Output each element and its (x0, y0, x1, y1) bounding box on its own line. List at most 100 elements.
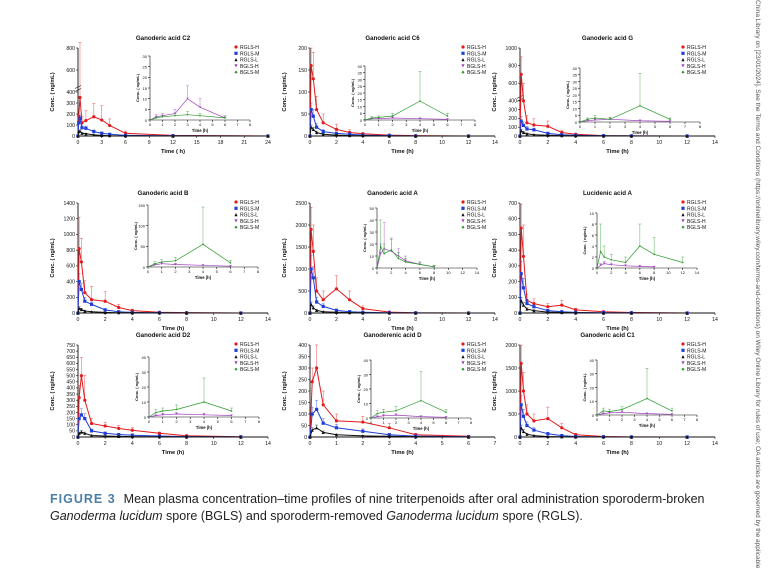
chart-panel: Lucidenic acid A0 2 4 6 8 10 12 140100200300400… (492, 190, 718, 332)
data-point (153, 262, 156, 265)
y-tick-label: 650 (66, 355, 75, 361)
legend-marker (681, 361, 685, 365)
data-point (532, 419, 536, 423)
data-point (546, 417, 550, 421)
x-axis-label: Time (h) (632, 130, 649, 135)
y-tick-label: 400 (298, 343, 307, 349)
legend-label: BGLS-H (240, 219, 259, 225)
legend-marker (461, 225, 465, 229)
data-point (601, 435, 606, 439)
data-point (229, 261, 232, 264)
legend-label: RGLS-H (687, 342, 706, 348)
data-point (321, 421, 325, 425)
y-tick-label: 6 (592, 233, 595, 238)
y-tick-label: 600 (508, 81, 517, 87)
data-point (433, 265, 436, 268)
y-tick-label: 10 (590, 399, 595, 404)
x-tick-label: 7 (236, 122, 239, 127)
data-point (83, 309, 87, 313)
data-point (308, 435, 312, 439)
x-tick-label: 6 (224, 122, 227, 127)
series-line (519, 74, 688, 137)
data-point (361, 307, 365, 311)
data-point (521, 99, 526, 103)
y-tick-label: 100 (508, 295, 517, 301)
data-point (321, 304, 325, 308)
data-point (321, 430, 325, 434)
data-point (321, 132, 325, 136)
x-tick-label: 8 (699, 124, 702, 129)
legend-label: RGLS-H (467, 342, 486, 348)
legend-label: BGLS-H (687, 219, 706, 225)
chart-panel: Ganoderic acid C10 2 4 6 8 10 12 14050010001500… (492, 332, 718, 456)
legend-label: RGLS-L (467, 58, 485, 64)
y-tick-label: 600 (66, 68, 75, 74)
data-point (309, 64, 313, 68)
series-line (519, 273, 688, 314)
data-point (309, 302, 313, 306)
x-tick-label: 2 (335, 317, 338, 323)
y-tick-label: 40 (364, 358, 369, 363)
legend-label: BGLS-M (467, 70, 486, 76)
data-point (103, 310, 107, 314)
y-axis-label: Conc. ( ng/mL) (135, 73, 140, 102)
legend-marker (461, 45, 465, 49)
y-tick-label: 20 (573, 93, 578, 98)
x-tick-label: 3 (407, 420, 410, 425)
legend-label: RGLS-M (467, 206, 486, 212)
legend-marker (234, 219, 238, 223)
x-tick-label: 7 (684, 124, 687, 129)
data-point (446, 118, 449, 121)
data-point (334, 426, 339, 430)
y-tick-label: 100 (508, 125, 517, 131)
legend-label: RGLS-L (687, 355, 705, 361)
x-tick-label: 12 (684, 317, 690, 323)
x-tick-label: 2 (104, 317, 107, 323)
data-point (174, 263, 177, 266)
legend-marker (461, 219, 465, 223)
x-tick-label: 4 (420, 420, 423, 425)
x-tick-label: 0 (149, 122, 152, 127)
data-point (92, 115, 96, 119)
chart-title: Ganoderic acid G (582, 35, 633, 42)
x-tick-label: 0 (519, 441, 522, 447)
legend-label: RGLS-L (687, 58, 705, 64)
data-point (309, 227, 313, 231)
data-point (79, 287, 83, 292)
y-tick-label: 350 (298, 354, 307, 360)
y-tick-label: 800 (66, 46, 75, 52)
data-point (117, 305, 121, 310)
y-tick-label: 300 (508, 107, 517, 113)
y-tick-label: 8 (592, 222, 595, 227)
legend-label: RGLS-L (240, 58, 258, 64)
y-tick-label: 15 (573, 100, 578, 105)
legend-label: RGLS-H (240, 45, 259, 51)
legend-marker (681, 51, 685, 55)
legend-marker (234, 51, 238, 55)
legend-marker (234, 200, 238, 204)
data-point (546, 310, 550, 314)
legend-marker (234, 213, 238, 217)
y-tick-label: 250 (66, 404, 75, 410)
y-tick-label: 50 (301, 112, 307, 118)
y-tick-label: 20 (590, 385, 595, 390)
data-point (186, 113, 189, 116)
data-point (310, 380, 314, 384)
x-tick-label: 14 (712, 140, 718, 146)
y-tick-label: 300 (66, 398, 75, 404)
data-point (532, 128, 536, 132)
legend-label: RGLS-M (240, 348, 259, 354)
legend-marker (461, 355, 465, 359)
y-axis-label: Conc. ( ng/mL) (282, 371, 288, 410)
data-point (519, 129, 523, 133)
data-point (361, 434, 365, 438)
x-tick-label: 8 (696, 417, 699, 422)
data-point (379, 252, 382, 255)
data-point (202, 243, 204, 246)
x-axis-label: Time (h) (162, 450, 185, 456)
legend-marker (234, 225, 238, 229)
x-tick-label: 6 (467, 441, 470, 447)
data-point (310, 412, 314, 416)
